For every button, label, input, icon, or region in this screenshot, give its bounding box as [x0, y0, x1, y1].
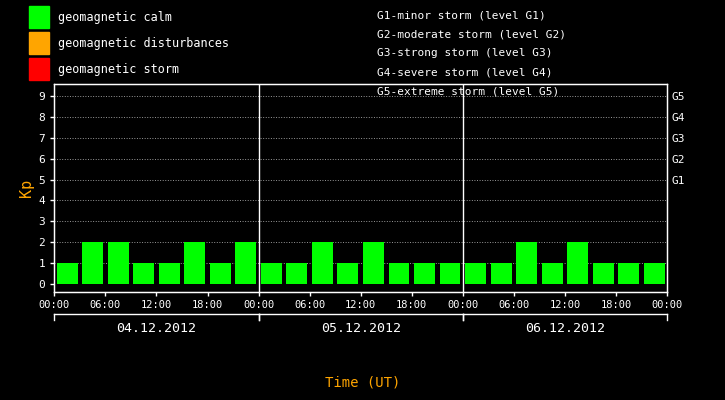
Bar	[210, 263, 231, 284]
Bar	[261, 263, 282, 284]
Bar	[491, 263, 512, 284]
Bar	[516, 242, 537, 284]
Text: G4-severe storm (level G4): G4-severe storm (level G4)	[377, 68, 552, 78]
Bar	[389, 263, 410, 284]
Text: 05.12.2012: 05.12.2012	[320, 322, 401, 335]
Y-axis label: Kp: Kp	[20, 179, 34, 197]
Text: 06.12.2012: 06.12.2012	[525, 322, 605, 335]
Bar	[363, 242, 384, 284]
Bar	[184, 242, 205, 284]
Bar	[286, 263, 307, 284]
Bar	[82, 242, 103, 284]
Text: 04.12.2012: 04.12.2012	[117, 322, 196, 335]
Bar	[236, 242, 256, 284]
Bar	[337, 263, 358, 284]
Text: G5-extreme storm (level G5): G5-extreme storm (level G5)	[377, 87, 559, 97]
Text: Time (UT): Time (UT)	[325, 376, 400, 390]
Bar	[593, 263, 613, 284]
Bar	[542, 263, 563, 284]
Text: G3-strong storm (level G3): G3-strong storm (level G3)	[377, 48, 552, 58]
Bar	[414, 263, 435, 284]
Bar	[465, 263, 486, 284]
Bar	[159, 263, 180, 284]
Bar	[312, 242, 333, 284]
Bar	[439, 263, 460, 284]
Bar	[567, 242, 588, 284]
Text: G2-moderate storm (level G2): G2-moderate storm (level G2)	[377, 29, 566, 39]
Text: geomagnetic storm: geomagnetic storm	[58, 62, 179, 76]
Text: geomagnetic disturbances: geomagnetic disturbances	[58, 36, 229, 50]
Text: G1-minor storm (level G1): G1-minor storm (level G1)	[377, 10, 546, 20]
Bar	[133, 263, 154, 284]
Bar	[108, 242, 128, 284]
Bar	[644, 263, 665, 284]
Bar	[618, 263, 639, 284]
Bar	[57, 263, 78, 284]
Text: geomagnetic calm: geomagnetic calm	[58, 10, 172, 24]
